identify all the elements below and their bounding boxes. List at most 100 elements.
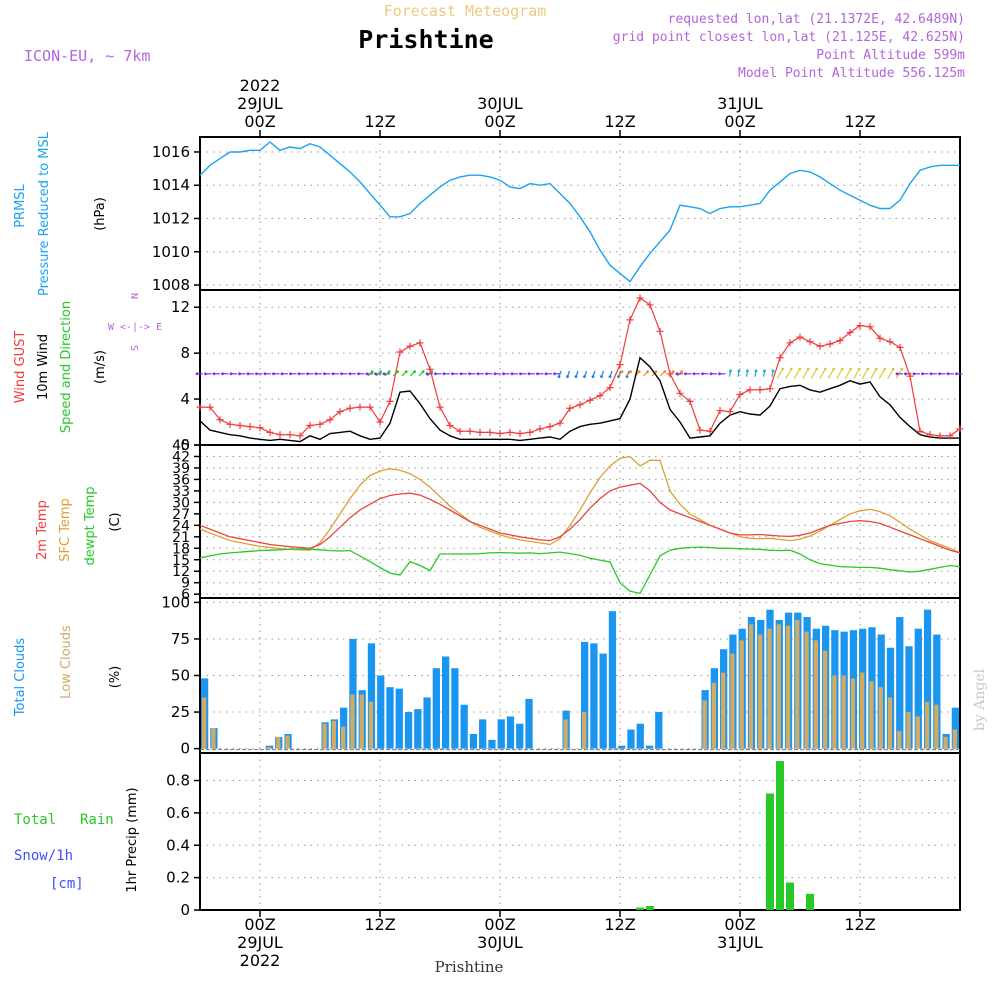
wind-arrow-head: [323, 372, 326, 376]
wind-line: [199, 356, 960, 443]
wind-arrow-head: [912, 372, 916, 376]
y-tick-label: 15: [172, 553, 190, 569]
low-cloud-bar: [906, 712, 911, 749]
low-cloud-bar: [276, 736, 281, 749]
total-cloud-bar: [349, 638, 357, 749]
gust-marker: [506, 428, 514, 436]
low-cloud-bar: [924, 701, 930, 749]
gust-marker: [476, 428, 484, 436]
wind-arrow-head: [468, 372, 471, 376]
wind-arrow-head: [574, 375, 578, 379]
wind-arrow-head: [637, 370, 641, 374]
total-cloud-bar: [599, 653, 607, 749]
wind-arrow-head: [763, 369, 766, 373]
low-cloud-bar: [822, 650, 828, 749]
gust-marker: [246, 423, 254, 431]
low-cloud-bar: [869, 681, 874, 749]
wind-arrow-head: [536, 372, 539, 376]
wind-arrow-head: [729, 369, 732, 373]
total-cloud-bar: [905, 646, 913, 749]
wind-arrow-head: [737, 369, 741, 373]
y-tick-label: 39: [172, 461, 190, 477]
snow-unit: [cm]: [50, 876, 84, 892]
gust-marker: [826, 340, 834, 348]
gust-marker: [896, 343, 904, 351]
wind-arrow-head: [229, 372, 233, 376]
total-cloud-bar: [896, 617, 904, 749]
bottom-axis-label: 12Z: [844, 915, 875, 934]
pressure-label: Pressure Reduced to MSL: [37, 131, 52, 296]
y-tick-label: 18: [172, 541, 190, 557]
wind-arrow-head: [675, 372, 679, 376]
wind-arrow-head: [629, 370, 633, 374]
low-cloud-bar: [266, 747, 272, 749]
y-tick-label: 9: [181, 576, 190, 592]
y-tick-label: 1008: [152, 276, 190, 294]
wind-arrow-head: [289, 372, 292, 376]
wind-arrow-head: [583, 375, 586, 379]
low-cloud-bar: [350, 694, 355, 749]
gust-marker: [686, 397, 694, 405]
sfc-temp-label: SFC Temp: [58, 498, 73, 562]
bottom-axis-label: 00Z: [484, 915, 515, 934]
wind-arrow: [887, 368, 894, 379]
low-cloud-bar: [730, 653, 735, 749]
wind-arrow-head: [832, 367, 836, 371]
low-cloud-bar: [804, 631, 809, 749]
wind-dir-label: Speed and Direction: [59, 301, 74, 433]
requested-lonlat: requested lon,lat (21.1372E, 42.6489N): [668, 12, 965, 27]
wind-arrow-head: [946, 372, 950, 376]
clouds-unit: (%): [108, 666, 123, 689]
top-axis-label: 12Z: [844, 112, 875, 131]
wind-arrow-head: [476, 372, 480, 376]
wind-arrow: [861, 368, 869, 379]
gust-marker: [456, 427, 464, 435]
gust-marker: [646, 301, 654, 309]
wind-arrow-head: [387, 370, 391, 374]
sfc-temp-line: [199, 455, 961, 554]
rain-bar: [636, 907, 644, 910]
total-cloud-bar: [488, 739, 496, 749]
gust-marker: [676, 389, 684, 397]
low-cloud-bar: [776, 624, 781, 749]
grid-point-lonlat: grid point closest lon,lat (21.125E, 42.…: [613, 30, 965, 45]
wind-arrow-head: [620, 370, 624, 374]
gust-marker: [606, 384, 614, 392]
chart-content: 1008101010121014101604812691215182124273…: [152, 76, 964, 970]
wind-arrow-head: [340, 372, 343, 376]
gust-marker: [196, 403, 204, 411]
gust-marker: [316, 420, 324, 428]
gust-marker: [666, 370, 674, 378]
top-axis-label: 00Z: [244, 112, 275, 131]
low-cloud-bar: [897, 731, 902, 749]
total-cloud-bar: [460, 704, 468, 749]
total-cloud-bar: [933, 634, 941, 749]
total-cloud-bar: [497, 719, 505, 749]
gust-marker: [866, 323, 874, 331]
wind-arrow-head: [510, 372, 514, 376]
precip-unit: 1hr Precip (mm): [125, 787, 140, 892]
total-cloud-bar: [923, 609, 932, 749]
wind-arrow-head: [789, 367, 793, 371]
total-cloud-bar: [432, 668, 440, 749]
y-tick-label: 27: [172, 507, 190, 523]
wind-arrow-head: [297, 372, 301, 376]
wind-arrow-head: [600, 375, 603, 379]
low-cloud-bar: [878, 687, 883, 749]
wind-arrow-head: [195, 372, 199, 376]
low-cloud-bar: [368, 701, 374, 749]
gust-marker: [226, 420, 234, 428]
top-axis-label: 31JUL: [717, 94, 763, 113]
point-altitude: Point Altitude 599m: [816, 48, 965, 63]
gust-marker: [626, 316, 634, 324]
low-cloud-bar: [582, 712, 587, 749]
y-tick-label: 1010: [152, 243, 190, 261]
wind-arrow-head: [938, 372, 941, 376]
wind-arrow-head: [617, 375, 620, 379]
compass-n: N: [128, 293, 139, 299]
gust-marker: [746, 386, 754, 394]
low-cloud-bar: [841, 675, 846, 749]
gust-marker: [706, 427, 714, 435]
gust-marker: [356, 403, 364, 411]
gust-marker: [876, 334, 884, 342]
